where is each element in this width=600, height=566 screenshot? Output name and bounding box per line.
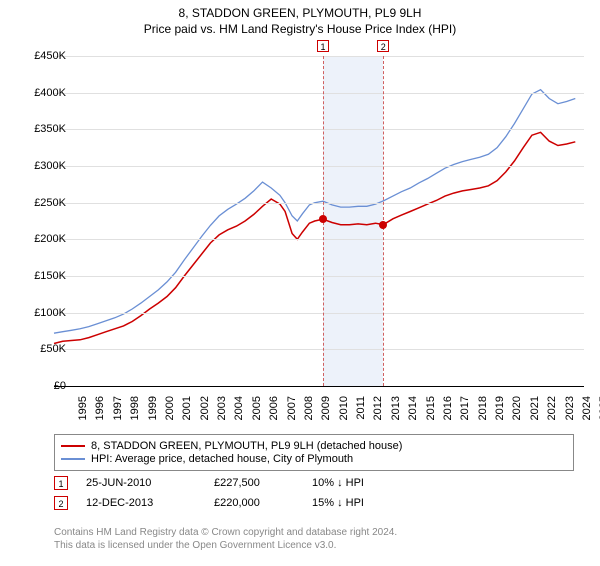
grid-line (54, 166, 584, 167)
y-tick-label: £200K (34, 233, 66, 245)
sale-row-marker: 1 (54, 476, 68, 490)
sale-marker-box: 2 (377, 40, 389, 52)
legend-swatch (61, 445, 85, 447)
plot-area (54, 56, 584, 386)
grid-line (54, 239, 584, 240)
x-tick-label: 2019 (494, 396, 506, 436)
x-tick-label: 2004 (233, 396, 245, 436)
grid-line (54, 203, 584, 204)
sale-row-relation: 15% ↓ HPI (312, 497, 412, 509)
y-tick-label: £300K (34, 160, 66, 172)
grid-line (54, 56, 584, 57)
legend-row: 8, STADDON GREEN, PLYMOUTH, PL9 9LH (det… (61, 440, 567, 452)
grid-line (54, 129, 584, 130)
x-tick-label: 2022 (546, 396, 558, 436)
x-tick-label: 1998 (129, 396, 141, 436)
sale-row-date: 25-JUN-2010 (86, 477, 196, 489)
chart-title: 8, STADDON GREEN, PLYMOUTH, PL9 9LH (0, 6, 600, 20)
sale-row-price: £227,500 (214, 477, 294, 489)
grid-line (54, 313, 584, 314)
footnote-line1: Contains HM Land Registry data © Crown c… (54, 526, 574, 539)
x-tick-label: 2011 (355, 396, 367, 436)
x-tick-label: 2002 (199, 396, 211, 436)
x-tick-label: 2010 (338, 396, 350, 436)
x-tick-label: 2017 (459, 396, 471, 436)
y-tick-label: £150K (34, 270, 66, 282)
x-tick-label: 2000 (164, 396, 176, 436)
grid-line (54, 349, 584, 350)
x-tick-label: 2009 (320, 396, 332, 436)
legend-row: HPI: Average price, detached house, City… (61, 453, 567, 465)
sale-row-price: £220,000 (214, 497, 294, 509)
x-axis-labels: 1995 1996 1997 1998 1999 2000 2001 2002 2003 2004… (54, 390, 584, 434)
x-tick-label: 2024 (581, 396, 593, 436)
x-tick-label: 2006 (268, 396, 280, 436)
x-tick-label: 2015 (425, 396, 437, 436)
chart-subtitle: Price paid vs. HM Land Registry's House … (0, 22, 600, 36)
x-tick-label: 2012 (372, 396, 384, 436)
x-tick-label: 2021 (529, 396, 541, 436)
x-tick-label: 2007 (286, 396, 298, 436)
series-line-hpi (54, 90, 575, 334)
y-tick-label: £100K (34, 307, 66, 319)
y-tick-label: £0 (54, 380, 66, 392)
x-tick-label: 2001 (181, 396, 193, 436)
sales-table: 1 25-JUN-2010 £227,500 10% ↓ HPI 2 12-DEC-201… (54, 476, 574, 516)
y-tick-label: £250K (34, 197, 66, 209)
sale-dot (319, 215, 327, 223)
grid-line (54, 386, 584, 387)
sale-row-relation: 10% ↓ HPI (312, 477, 412, 489)
x-tick-label: 2014 (407, 396, 419, 436)
x-tick-label: 2018 (477, 396, 489, 436)
sale-row-date: 12-DEC-2013 (86, 497, 196, 509)
sale-row: 1 25-JUN-2010 £227,500 10% ↓ HPI (54, 476, 574, 490)
legend-label: 8, STADDON GREEN, PLYMOUTH, PL9 9LH (det… (91, 440, 402, 452)
x-tick-label: 2023 (564, 396, 576, 436)
sale-row-marker: 2 (54, 496, 68, 510)
grid-line (54, 276, 584, 277)
footnote: Contains HM Land Registry data © Crown c… (54, 526, 574, 552)
legend-box: 8, STADDON GREEN, PLYMOUTH, PL9 9LH (det… (54, 434, 574, 471)
legend-label: HPI: Average price, detached house, City… (91, 453, 353, 465)
x-tick-label: 1996 (94, 396, 106, 436)
x-tick-label: 2003 (216, 396, 228, 436)
x-tick-label: 2016 (442, 396, 454, 436)
x-tick-label: 2013 (390, 396, 402, 436)
sale-marker-box: 1 (317, 40, 329, 52)
y-tick-label: £50K (40, 343, 66, 355)
footnote-line2: This data is licensed under the Open Gov… (54, 539, 574, 552)
sale-dot (379, 221, 387, 229)
y-tick-label: £350K (34, 123, 66, 135)
y-tick-label: £400K (34, 87, 66, 99)
x-tick-label: 2020 (511, 396, 523, 436)
legend-swatch (61, 458, 85, 460)
grid-line (54, 93, 584, 94)
chart-container: 8, STADDON GREEN, PLYMOUTH, PL9 9LH Pric… (0, 6, 600, 566)
x-tick-label: 1997 (112, 396, 124, 436)
x-tick-label: 1995 (77, 396, 89, 436)
x-tick-label: 2005 (251, 396, 263, 436)
y-tick-label: £450K (34, 50, 66, 62)
x-tick-label: 2008 (303, 396, 315, 436)
sale-row: 2 12-DEC-2013 £220,000 15% ↓ HPI (54, 496, 574, 510)
x-tick-label: 1999 (147, 396, 159, 436)
